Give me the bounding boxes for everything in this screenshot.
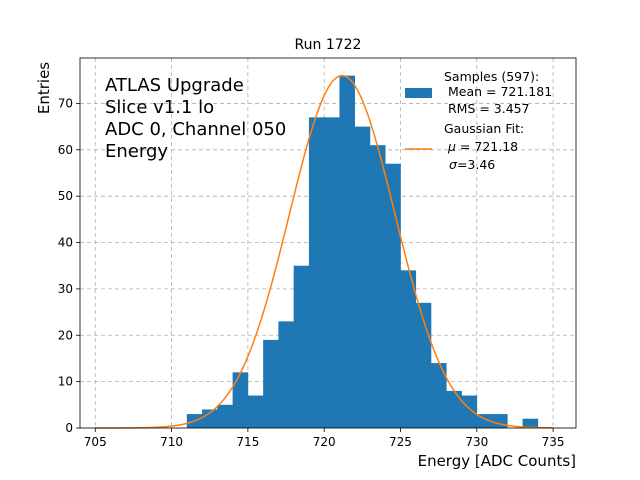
histogram-bar bbox=[492, 414, 508, 428]
histogram-bar bbox=[476, 414, 493, 428]
histogram-bar bbox=[232, 372, 249, 428]
chart-title: Run 1722 bbox=[295, 37, 362, 53]
gaussian-fit-curve bbox=[95, 74, 554, 429]
histogram-bars bbox=[186, 75, 539, 429]
y-tick-label: 30 bbox=[58, 282, 73, 296]
x-tick-label: 710 bbox=[160, 435, 183, 449]
axes-frame bbox=[79, 57, 577, 429]
legend-fit-mu-symbol: μ bbox=[447, 139, 456, 154]
y-tick-label: 0 bbox=[65, 421, 73, 435]
x-tick-label: 705 bbox=[84, 435, 107, 449]
annotation-text-block: ATLAS Upgrade Slice v1.1 lo ADC 0, Chann… bbox=[105, 75, 286, 162]
x-tick-label: 730 bbox=[465, 435, 488, 449]
annotation-line-1: ATLAS Upgrade bbox=[105, 75, 244, 96]
histogram-bar bbox=[293, 265, 310, 428]
histogram-bar bbox=[369, 145, 386, 429]
legend-fit-sigma-value: =3.46 bbox=[457, 157, 495, 172]
histogram-bar bbox=[522, 418, 539, 428]
legend-samples-mean: Mean = 721.181 bbox=[444, 84, 552, 99]
histogram-bar bbox=[202, 409, 218, 428]
x-tick-label: 735 bbox=[542, 435, 565, 449]
histogram-bar bbox=[354, 126, 371, 428]
y-tick-label: 10 bbox=[58, 375, 73, 389]
legend-fit-mu-value: = 721.18 bbox=[456, 139, 518, 154]
y-tick-label: 60 bbox=[58, 143, 73, 157]
annotation-line-3: ADC 0, Channel 050 bbox=[105, 119, 286, 140]
annotation-line-4: Energy bbox=[105, 141, 168, 162]
y-tick-label: 70 bbox=[58, 96, 73, 110]
legend-fit-title: Gaussian Fit: bbox=[444, 121, 524, 136]
legend-fit-sigma-symbol: σ bbox=[449, 157, 458, 172]
histogram-bar bbox=[247, 395, 264, 428]
legend-samples-title: Samples (597): bbox=[444, 69, 539, 84]
x-axis-label: Energy [ADC Counts] bbox=[418, 452, 576, 470]
x-axis-ticks: 705 710 715 720 725 730 735 bbox=[84, 428, 565, 449]
annotation-line-2: Slice v1.1 lo bbox=[105, 97, 214, 118]
legend-samples-rms: RMS = 3.457 bbox=[444, 101, 530, 116]
y-axis-label: Entries bbox=[35, 62, 53, 114]
histogram-bar bbox=[446, 390, 462, 428]
x-tick-label: 715 bbox=[236, 435, 259, 449]
legend: Samples (597): Mean = 721.181 RMS = 3.45… bbox=[405, 69, 552, 172]
histogram-bar bbox=[385, 163, 401, 428]
x-tick-label: 720 bbox=[313, 435, 336, 449]
histogram-bar bbox=[324, 117, 340, 428]
histogram-bar bbox=[339, 75, 356, 428]
histogram-bar bbox=[278, 321, 294, 428]
histogram-bar bbox=[461, 395, 478, 428]
y-tick-label: 50 bbox=[58, 189, 73, 203]
legend-fit-mu: μ = 721.18 bbox=[447, 139, 518, 154]
histogram-bar bbox=[431, 363, 447, 428]
y-tick-label: 20 bbox=[58, 328, 73, 342]
x-tick-label: 725 bbox=[389, 435, 412, 449]
histogram-bar bbox=[217, 404, 233, 428]
y-axis-ticks: 0 10 20 30 40 50 60 70 bbox=[58, 96, 80, 435]
histogram-bar bbox=[400, 270, 417, 428]
legend-samples-swatch bbox=[405, 88, 432, 98]
histogram-bar bbox=[308, 117, 325, 428]
histogram-bar bbox=[263, 339, 279, 428]
legend-fit-sigma: σ=3.46 bbox=[449, 157, 495, 172]
y-tick-label: 40 bbox=[58, 236, 73, 250]
